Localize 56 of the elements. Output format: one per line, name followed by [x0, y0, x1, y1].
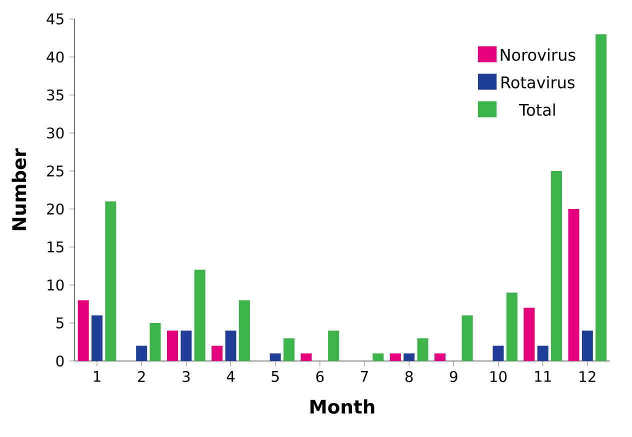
x-tick-label: 3 [182, 371, 190, 382]
y-tick-label: 30 [47, 127, 64, 139]
y-tick-label: 0 [56, 355, 64, 367]
y-tick-label: 15 [48, 242, 64, 252]
bar [300, 353, 312, 361]
bar [404, 353, 415, 361]
x-tick-label: 10 [490, 371, 507, 382]
bar [462, 315, 473, 361]
y-tick-label: 35 [47, 89, 64, 101]
bar [506, 292, 518, 361]
x-tick-label: 11 [535, 371, 551, 382]
bar [180, 330, 192, 361]
bar [551, 171, 562, 361]
y-tick-label: 10 [48, 279, 64, 291]
bar [238, 300, 250, 361]
y-tick-label: 45 [46, 14, 64, 24]
bar [492, 346, 504, 361]
bar [524, 308, 535, 361]
x-tick-label: 5 [272, 371, 279, 382]
x-tick-label: 12 [580, 371, 596, 382]
x-tick-label: 1 [94, 371, 100, 382]
bar [596, 34, 607, 361]
bar [568, 209, 580, 361]
x-tick-label: 2 [138, 371, 145, 382]
bar [136, 346, 148, 361]
y-tick-label: 5 [56, 318, 64, 328]
x-tick-label: 8 [405, 371, 413, 382]
legend-label: Total [518, 104, 555, 116]
x-tick-label: 7 [361, 371, 368, 382]
legend-label: Rotavirus [502, 76, 575, 88]
x-axis-title: Month [310, 399, 374, 414]
bar [372, 353, 384, 361]
bar [390, 353, 401, 361]
bar [417, 338, 428, 361]
bar [105, 201, 116, 361]
bar [270, 353, 281, 361]
y-tick-label: 25 [47, 165, 64, 177]
x-tick-label: 9 [450, 371, 458, 382]
bar [194, 270, 206, 361]
bar [284, 338, 294, 361]
x-tick-label: 6 [316, 371, 324, 382]
bar [212, 346, 223, 361]
y-tick-label: 40 [46, 51, 64, 63]
bar [150, 323, 161, 361]
bar [92, 315, 103, 361]
bar [167, 330, 178, 361]
bar [78, 300, 89, 361]
bar [582, 330, 593, 361]
bar [328, 330, 340, 361]
y-axis-title: Number [12, 148, 26, 230]
bar [434, 353, 446, 361]
legend-label: Norovirus [500, 48, 576, 61]
y-tick-label: 20 [47, 203, 64, 215]
x-tick-label: 4 [226, 371, 235, 382]
bar [537, 346, 548, 361]
bar [225, 330, 236, 361]
